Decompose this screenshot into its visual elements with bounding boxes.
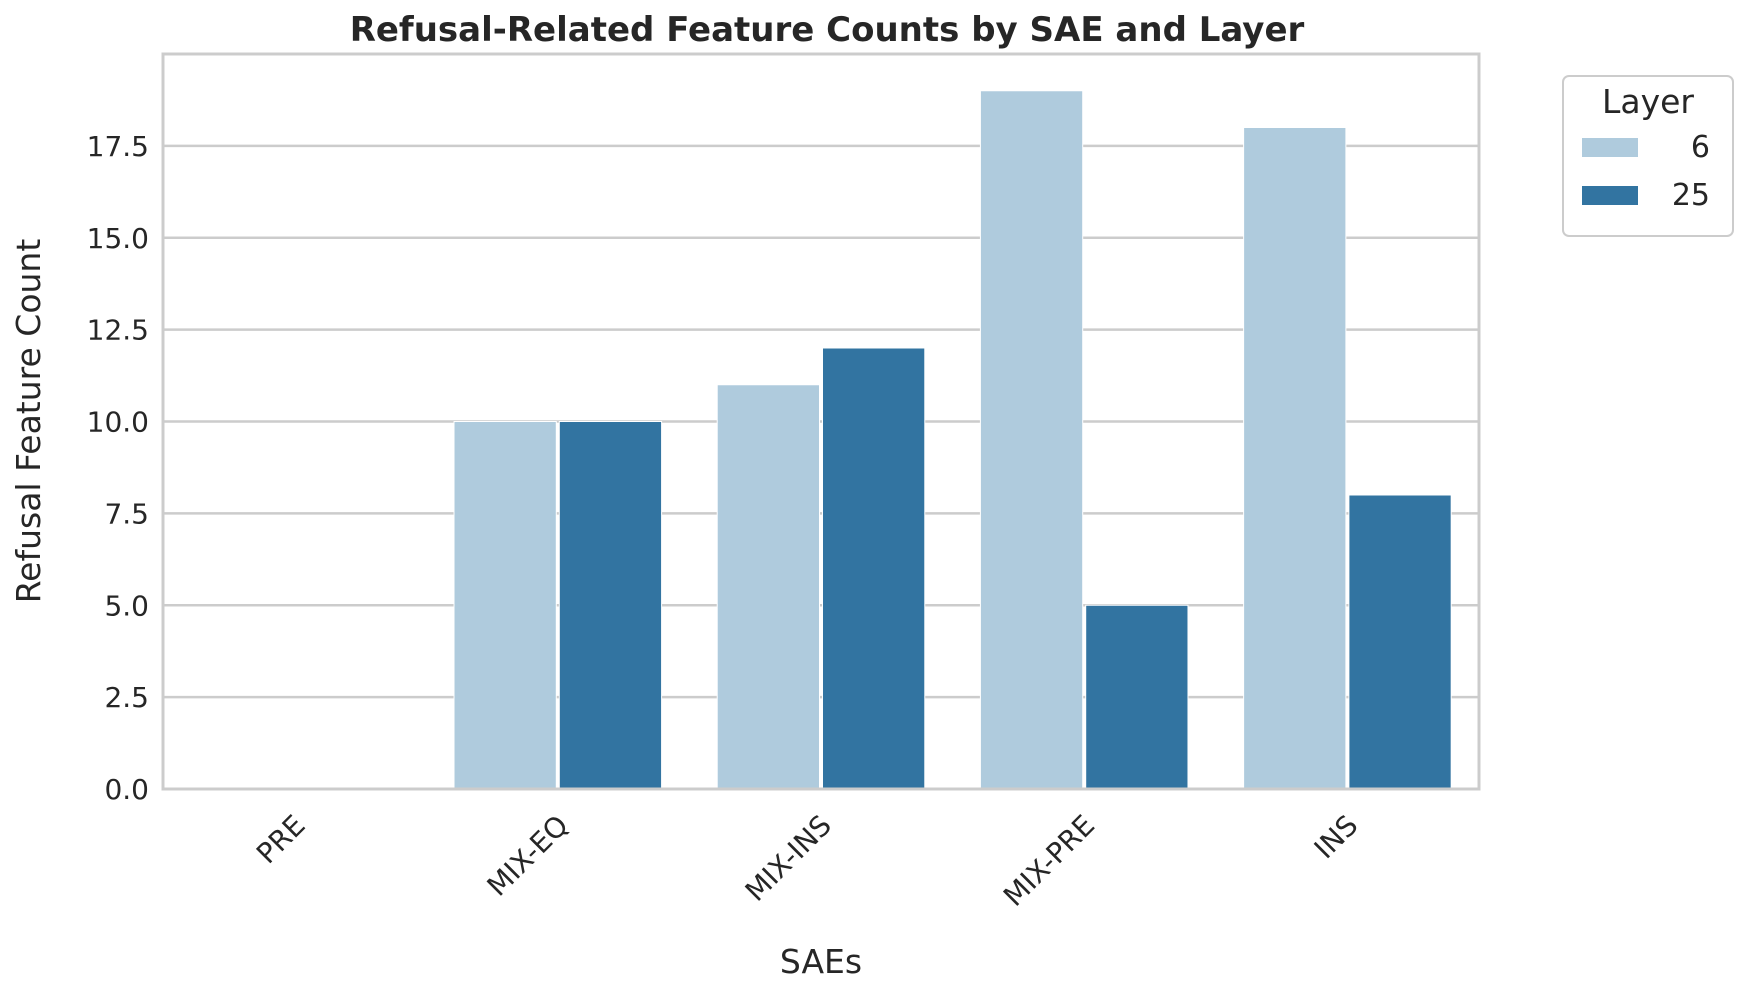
x-tick-label: INS bbox=[1308, 809, 1365, 866]
bar-mix-ins-layer-25 bbox=[822, 347, 926, 790]
legend-title: Layer bbox=[1602, 82, 1694, 121]
y-tick-label: 0.0 bbox=[104, 773, 149, 806]
bars bbox=[453, 90, 1452, 790]
x-tick-label: MIX-PRE bbox=[997, 809, 1101, 913]
y-axis-label: Refusal Feature Count bbox=[9, 239, 48, 604]
bar-mix-pre-layer-6 bbox=[979, 90, 1084, 790]
y-tick-label: 2.5 bbox=[104, 681, 149, 714]
y-tick-label: 5.0 bbox=[104, 589, 149, 622]
legend-label-layer-6: 6 bbox=[1691, 130, 1710, 165]
x-tick-label: MIX-EQ bbox=[481, 809, 575, 903]
legend: Layer 625 bbox=[1562, 75, 1734, 237]
bar-mix-ins-layer-6 bbox=[716, 384, 820, 790]
bar-mix-eq-layer-6 bbox=[453, 421, 557, 790]
plot-frame bbox=[161, 52, 1481, 791]
x-tick-label: MIX-INS bbox=[739, 809, 838, 908]
bar-mix-pre-layer-25 bbox=[1085, 604, 1189, 790]
x-axis-label: SAEs bbox=[780, 942, 862, 981]
chart-title: Refusal-Related Feature Counts by SAE an… bbox=[350, 10, 1305, 50]
x-tick-label: PRE bbox=[250, 809, 312, 871]
legend-swatch-layer-25 bbox=[1582, 186, 1638, 205]
grid-lines bbox=[163, 144, 1479, 699]
y-tick-label: 17.5 bbox=[87, 130, 149, 163]
legend-entries: 625 bbox=[1582, 130, 1710, 213]
y-tick-label: 10.0 bbox=[87, 406, 149, 439]
legend-swatch-layer-6 bbox=[1582, 138, 1638, 157]
y-tick-label: 12.5 bbox=[87, 314, 149, 347]
y-tick-label: 7.5 bbox=[104, 497, 149, 530]
y-axis-ticks: 0.0 2.5 5.0 7.5 10.0 12.5 15.0 17.5 bbox=[87, 130, 149, 806]
y-tick-label: 15.0 bbox=[87, 222, 149, 255]
bar-mix-eq-layer-25 bbox=[558, 421, 663, 790]
legend-label-layer-25: 25 bbox=[1672, 178, 1710, 213]
x-axis-ticks: PRE MIX-EQ MIX-INS MIX-PRE INS bbox=[250, 809, 1364, 913]
bar-ins-layer-25 bbox=[1348, 494, 1452, 790]
bar-ins-layer-6 bbox=[1243, 127, 1347, 790]
